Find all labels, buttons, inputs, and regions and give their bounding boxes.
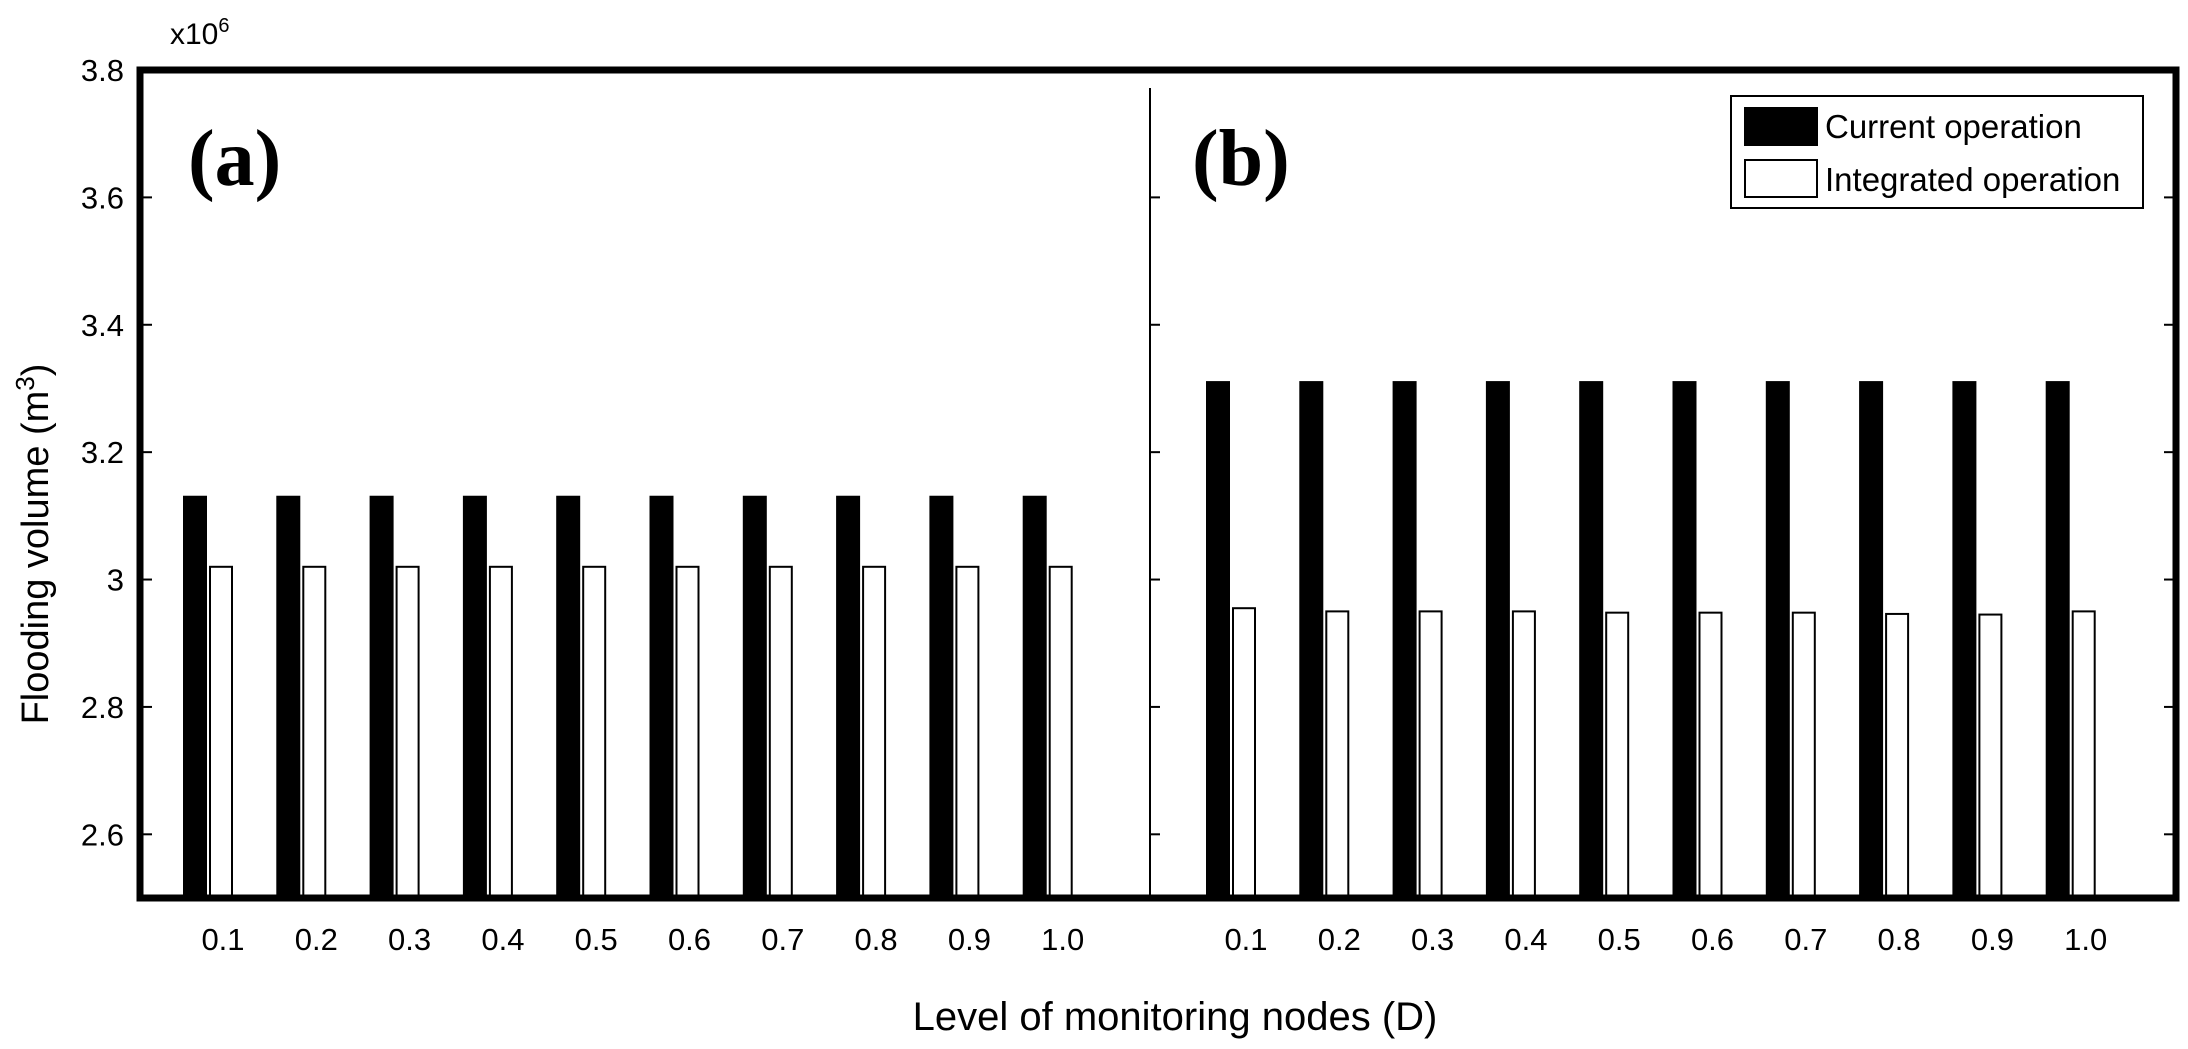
plot-frame: [136, 66, 2180, 902]
bar-integrated-panel-b: [2071, 610, 2096, 900]
bar-integrated-panel-b: [1978, 613, 2003, 899]
bar-integrated-panel-b: [1232, 607, 1256, 899]
y-axis-multiplier-base: x10: [170, 18, 218, 51]
bar-current-panel-a: [1022, 495, 1047, 899]
x-tick-label: 0.5: [575, 922, 618, 957]
x-tick-label: 0.2: [295, 922, 338, 957]
bar-integrated-panel-b: [1885, 612, 1910, 899]
x-tick-label: 0.5: [1598, 922, 1641, 957]
x-tick-label: 0.3: [388, 922, 431, 957]
x-tick-label: 0.8: [1878, 922, 1921, 957]
bar-current-panel-a: [742, 495, 767, 899]
x-tick-label: 0.3: [1411, 922, 1454, 957]
bar-integrated-panel-a: [675, 565, 700, 899]
x-tick-label: 0.4: [1504, 922, 1547, 957]
bar-current-panel-b: [2045, 381, 2070, 900]
bar-current-panel-b: [1952, 381, 1977, 900]
bar-current-panel-b: [1485, 381, 1510, 900]
bar-integrated-panel-b: [1418, 610, 1443, 900]
bar-current-panel-a: [462, 495, 487, 899]
y-axis-multiplier-exponent: 6: [218, 15, 229, 37]
x-tick-label: 0.7: [1784, 922, 1827, 957]
x-tick-label: 0.8: [855, 922, 898, 957]
bar-current-panel-b: [1859, 381, 1884, 900]
y-tick-label: 3.4: [81, 308, 124, 343]
bar-integrated-panel-b: [1605, 611, 1630, 899]
bar-integrated-panel-a: [488, 565, 513, 899]
bar-integrated-panel-b: [1698, 611, 1723, 899]
panel-label-b: (b): [1192, 115, 1290, 203]
y-tick-label: 3.2: [81, 435, 124, 470]
y-tick-label: 3.6: [81, 180, 124, 215]
bar-current-panel-a: [556, 495, 581, 899]
x-tick-label: 0.1: [1224, 922, 1267, 957]
panel-label-a: (a): [188, 115, 281, 203]
bar-integrated-panel-a: [395, 565, 420, 899]
bar-current-panel-b: [1765, 381, 1790, 900]
bar-current-panel-b: [1392, 381, 1417, 900]
bar-current-panel-b: [1206, 381, 1230, 900]
bar-integrated-panel-a: [302, 565, 327, 899]
y-axis-label-close: ): [15, 364, 57, 377]
y-tick-label: 3.8: [81, 53, 124, 88]
bar-current-panel-a: [183, 495, 207, 899]
bar-integrated-panel-a: [955, 565, 980, 899]
x-tick-label: 0.2: [1318, 922, 1361, 957]
y-axis-label-superscript: 3: [10, 376, 40, 390]
bar-integrated-panel-a: [582, 565, 607, 899]
x-tick-label: 0.4: [481, 922, 524, 957]
bar-integrated-panel-b: [1325, 610, 1350, 900]
x-tick-label: 1.0: [2064, 922, 2107, 957]
bar-integrated-panel-a: [209, 565, 233, 899]
bar-integrated-panel-a: [768, 565, 793, 899]
legend-swatch-current: [1744, 107, 1818, 146]
legend-label-current: Current operation: [1825, 108, 2082, 145]
bar-integrated-panel-a: [1048, 565, 1073, 899]
x-tick-label: 0.9: [948, 922, 991, 957]
x-axis-label: Level of monitoring nodes (D): [913, 995, 1438, 1039]
x-tick-label: 1.0: [1041, 922, 1084, 957]
bar-current-panel-a: [369, 495, 394, 899]
y-axis-label: Flooding volume (m3): [10, 364, 57, 725]
bar-current-panel-a: [836, 495, 861, 899]
bar-current-panel-a: [276, 495, 301, 899]
y-axis-label-text: Flooding volume (m: [15, 391, 57, 725]
y-tick-label: 3: [107, 563, 124, 598]
y-axis-multiplier: x106: [170, 15, 230, 51]
bar-current-panel-a: [649, 495, 674, 899]
x-tick-label: 0.7: [761, 922, 804, 957]
bar-current-panel-b: [1579, 381, 1604, 900]
bar-integrated-panel-b: [1791, 611, 1816, 899]
bar-integrated-panel-b: [1511, 610, 1536, 900]
bar-current-panel-a: [929, 495, 954, 899]
bar-current-panel-b: [1672, 381, 1697, 900]
chart-marks: 2.6 2.8 3 3.2 3.4 3.6 3.8 0.1 0.2 0.3 0.4 0.5 0.6 0.7…: [81, 53, 2180, 957]
legend-swatch-integrated: [1744, 159, 1818, 198]
bar-current-panel-b: [1299, 381, 1324, 900]
y-tick-label: 2.8: [81, 690, 124, 725]
legend: Current operation Integrated operation: [1730, 95, 2144, 209]
x-tick-label: 0.9: [1971, 922, 2014, 957]
x-tick-label: 0.6: [668, 922, 711, 957]
bar-integrated-panel-a: [862, 565, 887, 899]
x-tick-label: 0.1: [201, 922, 244, 957]
y-tick-label: 2.6: [81, 817, 124, 852]
legend-label-integrated: Integrated operation: [1825, 161, 2120, 198]
x-tick-label: 0.6: [1691, 922, 1734, 957]
